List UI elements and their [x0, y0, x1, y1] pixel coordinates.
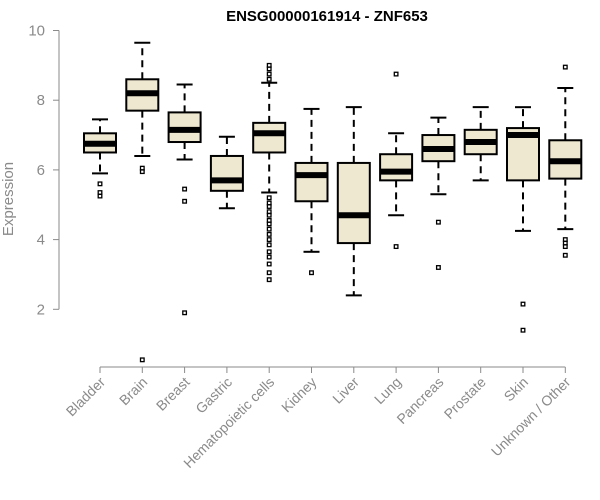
outlier-point	[309, 270, 314, 276]
outlier-point	[266, 66, 272, 72]
iqr-box	[336, 161, 371, 245]
outlier-point	[562, 252, 568, 258]
iqr-box	[379, 153, 414, 182]
iqr-box	[294, 161, 329, 203]
x-tick-label: Prostate	[441, 374, 489, 422]
box-pancreas	[421, 116, 456, 270]
outlier-point	[266, 195, 272, 201]
y-axis: 2 4 6 8 10	[28, 23, 60, 318]
box-prostate	[463, 106, 498, 182]
x-tick-label: Breast	[153, 374, 193, 414]
outlier-point	[266, 277, 272, 283]
outlier-point	[139, 169, 145, 175]
outlier-point	[97, 193, 103, 199]
outlier-point	[266, 226, 272, 232]
outlier-point	[182, 198, 188, 204]
outlier-point	[182, 186, 188, 192]
y-tick-label: 6	[37, 162, 45, 179]
x-tick-label: Kidney	[278, 374, 320, 416]
iqr-box	[252, 121, 287, 154]
x-tick-label: Pancreas	[393, 374, 446, 427]
outlier-point	[266, 237, 272, 243]
outlier-point	[266, 204, 272, 209]
y-tick-label: 2	[37, 301, 45, 318]
outlier-point	[435, 265, 441, 270]
outlier-point	[182, 310, 188, 316]
outlier-point	[435, 219, 441, 225]
outlier-point	[266, 221, 272, 227]
outlier-point	[562, 244, 568, 250]
y-tick-label: 4	[37, 232, 45, 249]
box-gastric	[209, 135, 244, 210]
x-tick-label: Liver	[329, 374, 362, 407]
box-brain	[125, 41, 160, 363]
y-tick-label: 8	[37, 92, 45, 109]
outlier-point	[562, 64, 568, 70]
outlier-point	[266, 242, 272, 248]
outlier-point	[97, 181, 103, 187]
x-tick-label: Lung	[371, 374, 404, 407]
x-tick-label: Unknown / Other	[488, 374, 574, 460]
x-tick-label: Bladder	[63, 374, 109, 420]
outlier-point	[266, 261, 272, 267]
box-hematopoietic-cells	[252, 62, 287, 283]
outlier-point	[520, 301, 526, 307]
outlier-point	[266, 254, 272, 260]
outlier-point	[266, 76, 272, 82]
outlier-point	[520, 327, 526, 333]
boxes-group	[83, 41, 583, 363]
outlier-point	[266, 270, 272, 276]
box-unknown-other	[548, 64, 583, 258]
outlier-point	[139, 357, 145, 363]
iqr-box	[209, 154, 244, 192]
box-liver	[336, 106, 371, 297]
y-axis-label: Expression	[0, 162, 17, 236]
box-skin	[506, 106, 540, 333]
outlier-point	[393, 244, 399, 250]
chart-title: ENSG00000161914 - ZNF653	[226, 8, 428, 25]
box-bladder	[83, 118, 117, 199]
x-tick-label: Skin	[501, 374, 532, 405]
outlier-point	[266, 71, 272, 77]
y-tick-label: 10	[28, 23, 45, 40]
box-lung	[379, 71, 414, 250]
box-kidney	[294, 107, 329, 276]
outlier-point	[393, 71, 399, 77]
box-breast	[167, 83, 202, 316]
outlier-point	[266, 212, 272, 218]
x-tick-label: Brain	[116, 374, 150, 408]
outlier-point	[266, 231, 272, 237]
outlier-point	[266, 249, 272, 255]
